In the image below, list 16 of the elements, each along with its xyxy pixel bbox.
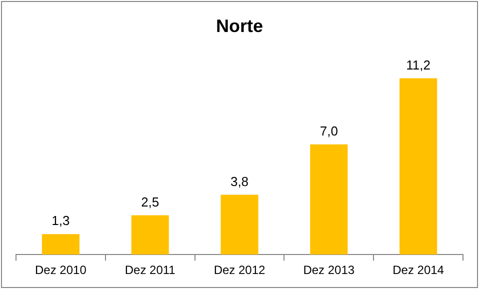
bar (310, 144, 348, 255)
bar (131, 215, 169, 255)
x-tick-label: Dez 2011 (124, 263, 176, 278)
x-tick-label: Dez 2013 (303, 263, 355, 278)
data-label: 7,0 (320, 123, 338, 138)
bar (400, 78, 438, 255)
bar (42, 234, 80, 255)
data-label: 11,2 (406, 57, 430, 72)
x-tick-label: Dez 2014 (392, 263, 444, 278)
data-label: 2,5 (141, 194, 160, 210)
data-label: 3,8 (230, 174, 249, 189)
x-tick-label: Dez 2012 (214, 263, 266, 278)
x-tick-label: Dez 2010 (35, 263, 87, 278)
chart-title: Norte (216, 16, 264, 36)
data-label: 1,3 (52, 213, 70, 228)
bar (220, 194, 258, 255)
